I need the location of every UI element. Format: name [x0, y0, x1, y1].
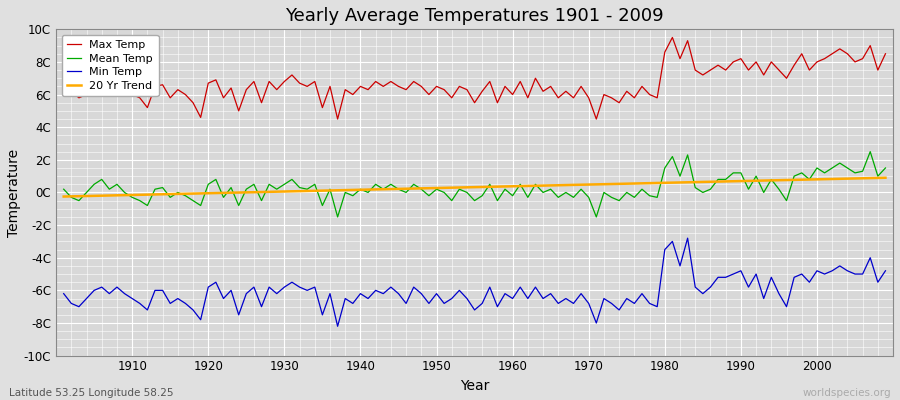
- Min Temp: [332, 324, 343, 329]
- Mean Temp: [865, 149, 876, 154]
- Mean Temp: [332, 214, 343, 219]
- Line: Max Temp: Max Temp: [64, 38, 886, 119]
- Legend: Max Temp, Mean Temp, Min Temp, 20 Yr Trend: Max Temp, Mean Temp, Min Temp, 20 Yr Tre…: [61, 35, 158, 96]
- Max Temp: [667, 35, 678, 40]
- Max Temp: [508, 92, 518, 97]
- Title: Yearly Average Temperatures 1901 - 2009: Yearly Average Temperatures 1901 - 2009: [285, 7, 664, 25]
- Min Temp: [286, 280, 297, 285]
- Mean Temp: [515, 182, 526, 187]
- X-axis label: Year: Year: [460, 379, 490, 393]
- Mean Temp: [286, 177, 297, 182]
- Min Temp: [58, 291, 69, 296]
- Min Temp: [880, 268, 891, 273]
- Min Temp: [682, 236, 693, 240]
- Max Temp: [286, 72, 297, 77]
- Mean Temp: [880, 166, 891, 170]
- Mean Temp: [606, 195, 616, 200]
- Max Temp: [606, 96, 616, 100]
- Max Temp: [880, 51, 891, 56]
- Max Temp: [332, 117, 343, 122]
- Max Temp: [119, 86, 130, 90]
- Mean Temp: [340, 190, 351, 195]
- Min Temp: [606, 301, 616, 306]
- Mean Temp: [508, 193, 518, 198]
- Min Temp: [119, 291, 130, 296]
- Max Temp: [58, 84, 69, 89]
- Text: Latitude 53.25 Longitude 58.25: Latitude 53.25 Longitude 58.25: [9, 388, 174, 398]
- Line: Min Temp: Min Temp: [64, 238, 886, 326]
- Max Temp: [515, 79, 526, 84]
- Line: Mean Temp: Mean Temp: [64, 152, 886, 217]
- Y-axis label: Temperature: Temperature: [7, 148, 21, 236]
- Text: worldspecies.org: worldspecies.org: [803, 388, 891, 398]
- Mean Temp: [58, 187, 69, 192]
- Mean Temp: [119, 190, 130, 195]
- Min Temp: [508, 296, 518, 301]
- Min Temp: [515, 285, 526, 290]
- Min Temp: [340, 296, 351, 301]
- Max Temp: [340, 87, 351, 92]
